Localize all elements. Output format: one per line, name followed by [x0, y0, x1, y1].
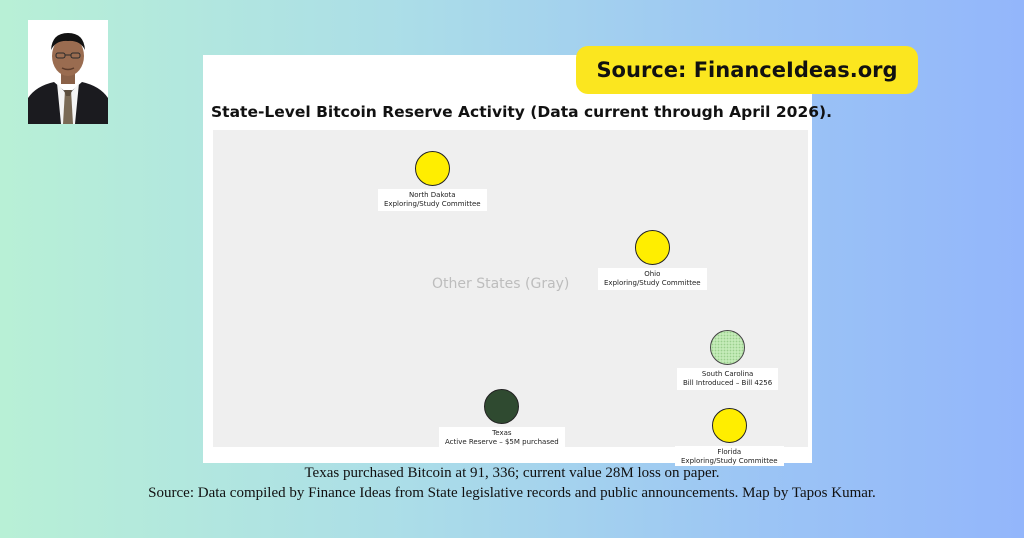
- source-badge: Source: FinanceIdeas.org: [576, 46, 918, 94]
- other-states-label: Other States (Gray): [432, 276, 570, 292]
- state-name: North Dakota: [408, 191, 456, 199]
- state-label: Florida Exploring/Study Committee: [675, 446, 784, 466]
- state-status: Exploring/Study Committee: [384, 200, 481, 208]
- author-photo: [28, 20, 108, 124]
- state-status: Active Reserve – $5M purchased: [445, 438, 559, 446]
- caption-source-note: Source: Data compiled by Finance Ideas f…: [148, 485, 876, 501]
- map-title: State-Level Bitcoin Reserve Activity (Da…: [211, 103, 832, 121]
- marker-dot: [710, 330, 746, 365]
- state-name: South Carolina: [701, 370, 754, 378]
- state-marker-ohio: Ohio Exploring/Study Committee: [598, 230, 707, 290]
- state-marker-florida: Florida Exploring/Study Committee: [675, 408, 784, 466]
- marker-dot: [711, 408, 747, 443]
- state-name: Florida: [717, 448, 742, 456]
- state-name: Ohio: [644, 270, 661, 278]
- marker-dot: [414, 151, 450, 186]
- state-marker-south-carolina: South Carolina Bill Introduced – Bill 42…: [677, 330, 779, 390]
- state-label: Ohio Exploring/Study Committee: [598, 268, 707, 290]
- state-marker-texas: Texas Active Reserve – $5M purchased: [439, 389, 565, 449]
- state-label: South Carolina Bill Introduced – Bill 42…: [677, 368, 779, 390]
- state-status: Exploring/Study Committee: [604, 279, 701, 287]
- marker-dot: [484, 389, 520, 424]
- state-status: Bill Introduced – Bill 4256: [683, 379, 773, 387]
- state-status: Exploring/Study Committee: [681, 457, 778, 465]
- state-label: North Dakota Exploring/Study Committee: [378, 189, 487, 211]
- author-portrait-icon: [28, 20, 108, 124]
- state-label: Texas Active Reserve – $5M purchased: [439, 427, 565, 449]
- caption-purchase-note: Texas purchased Bitcoin at 91, 336; curr…: [304, 465, 720, 481]
- state-name: Texas: [492, 429, 512, 437]
- marker-dot: [634, 230, 670, 265]
- state-marker-north-dakota: North Dakota Exploring/Study Committee: [378, 151, 487, 211]
